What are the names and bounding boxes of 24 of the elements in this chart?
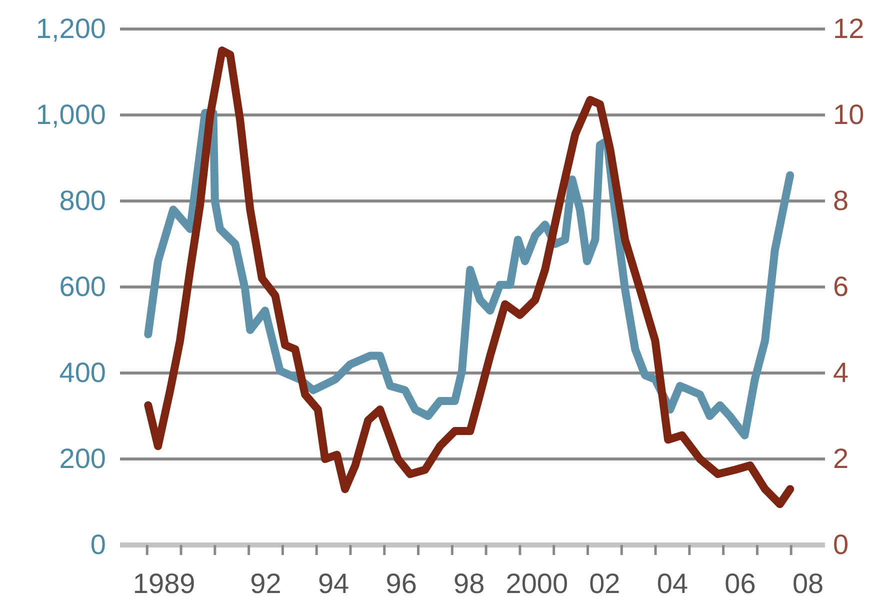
y2-tick-label: 10 (833, 98, 864, 130)
x-tick-label: 98 (454, 568, 485, 599)
x-tick-label: 02 (589, 568, 620, 599)
y2-tick-label: 0 (833, 528, 849, 560)
y-tick-label: 600 (59, 270, 106, 302)
x-tick-label: 08 (792, 568, 824, 599)
y-tick-label: 200 (59, 442, 106, 474)
x-tick-label: 2000 (506, 568, 568, 599)
x-tick-label: 06 (724, 568, 756, 599)
x-tick-label: 1989 (132, 568, 196, 599)
x-tick-label: 96 (386, 568, 417, 599)
x-tick-label: 92 (250, 568, 282, 599)
x-tick-label: 04 (656, 568, 688, 599)
y2-tick-label: 12 (833, 12, 864, 44)
y2-tick-label: 8 (833, 184, 849, 216)
y-tick-label: 1,200 (36, 12, 106, 44)
y-tick-label: 400 (59, 356, 106, 388)
y-tick-label: 1,000 (36, 98, 106, 130)
y-tick-label: 800 (59, 184, 106, 216)
y2-tick-label: 6 (833, 270, 849, 302)
y-tick-label: 0 (90, 528, 106, 560)
x-tick-label: 94 (318, 568, 350, 599)
y2-tick-label: 2 (833, 442, 849, 474)
y2-tick-label: 4 (833, 356, 849, 388)
